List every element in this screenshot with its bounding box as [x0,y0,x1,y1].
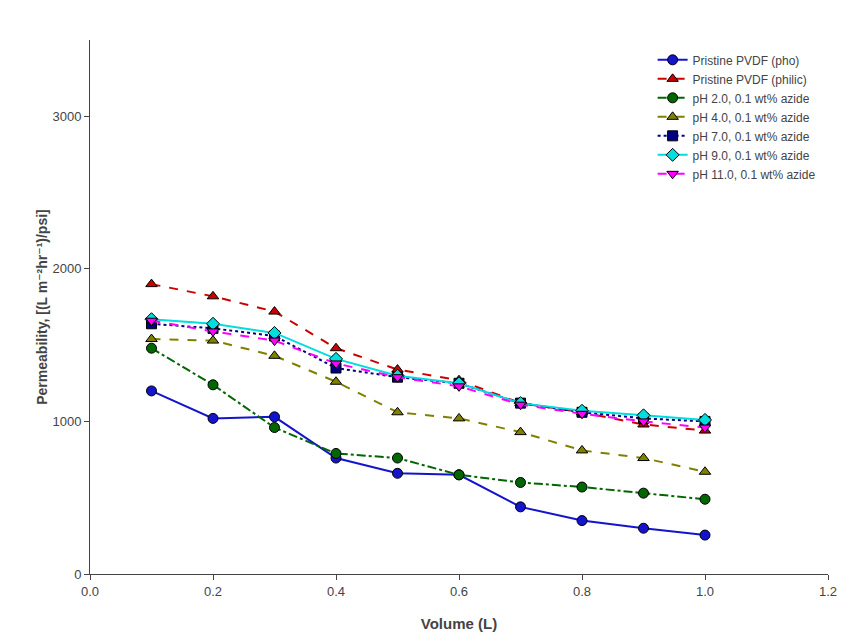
svg-text:1000: 1000 [52,414,81,429]
svg-text:1.0: 1.0 [696,584,714,599]
svg-text:Pristine PVDF (pho): Pristine PVDF (pho) [693,54,800,68]
svg-text:2000: 2000 [52,261,81,276]
svg-text:3000: 3000 [52,109,81,124]
svg-text:0.6: 0.6 [450,584,468,599]
svg-text:0.2: 0.2 [204,584,222,599]
svg-text:0.4: 0.4 [327,584,345,599]
svg-text:0.8: 0.8 [573,584,591,599]
svg-text:pH 9.0, 0.1 wt% azide: pH 9.0, 0.1 wt% azide [693,149,810,163]
svg-text:Permeability, [(L m⁻²hr⁻¹)/psi: Permeability, [(L m⁻²hr⁻¹)/psi] [34,209,50,405]
svg-text:pH 11.0, 0.1 wt% azide: pH 11.0, 0.1 wt% azide [693,168,816,182]
svg-text:Pristine PVDF (philic): Pristine PVDF (philic) [693,73,807,87]
svg-text:0: 0 [74,567,81,582]
svg-text:pH 7.0, 0.1 wt% azide: pH 7.0, 0.1 wt% azide [693,130,810,144]
svg-text:0.0: 0.0 [81,584,99,599]
svg-text:1.2: 1.2 [819,584,837,599]
svg-text:pH 2.0, 0.1 wt% azide: pH 2.0, 0.1 wt% azide [693,92,810,106]
svg-text:Volume (L): Volume (L) [421,615,497,632]
svg-text:pH 4.0, 0.1 wt% azide: pH 4.0, 0.1 wt% azide [693,111,810,125]
